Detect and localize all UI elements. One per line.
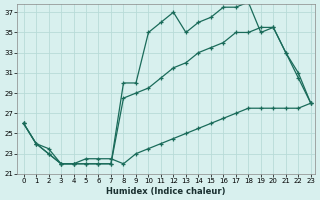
X-axis label: Humidex (Indice chaleur): Humidex (Indice chaleur) [106,187,226,196]
